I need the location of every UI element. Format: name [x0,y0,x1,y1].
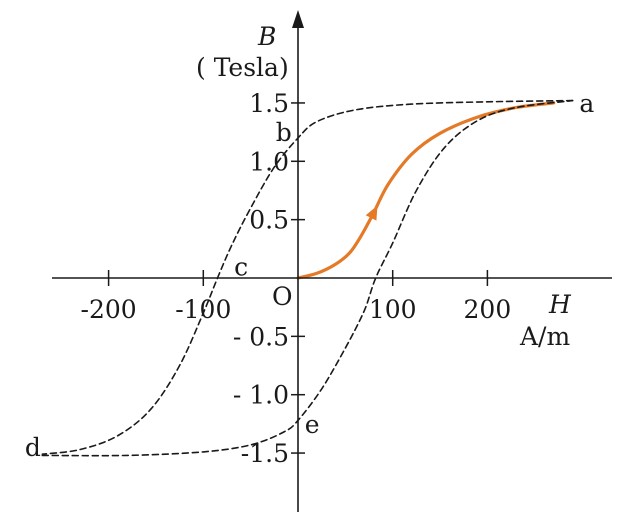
y-tick-label: 0.5 [249,206,289,235]
origin-label: O [272,282,293,311]
axes-group [52,10,612,512]
point-label-b: b [276,118,292,147]
x-tick-label: -200 [81,295,137,324]
curves-group [41,99,574,457]
x-tick-label: 100 [369,295,417,324]
y-tick-label: 1.0 [249,147,289,176]
y-tick-label: -1.5 [241,439,289,468]
y-tick-label: 1.5 [249,89,289,118]
point-label-a: a [579,89,594,118]
x-tick-label: -100 [175,295,231,324]
y-tick-label: - 0.5 [233,322,289,351]
x-axis-symbol: H [548,290,572,319]
initial-magnetization-curve [296,101,556,280]
x-tick-label: 200 [464,295,512,324]
y-axis-symbol: B [257,22,276,51]
point-label-d: d [25,433,41,462]
y-axis-unit: ( Tesla) [196,53,289,82]
y-tick-label: - 1.0 [233,381,289,410]
hysteresis-loop-branch [41,99,574,457]
direction-arrow [365,205,378,221]
point-label-e: e [305,410,320,439]
x-axis-unit: A/m [519,322,570,351]
hysteresis-loop-branch [41,99,574,455]
x-ticks-group: -200 -100 100 200 [81,270,512,324]
y-axis-arrowhead [292,10,304,28]
y-ticks-group: 1.5 1.0 0.5 - 0.5 - 1.0 -1.5 [233,89,305,468]
annotations-group: a b c d e [25,89,595,462]
point-label-c: c [234,252,248,281]
